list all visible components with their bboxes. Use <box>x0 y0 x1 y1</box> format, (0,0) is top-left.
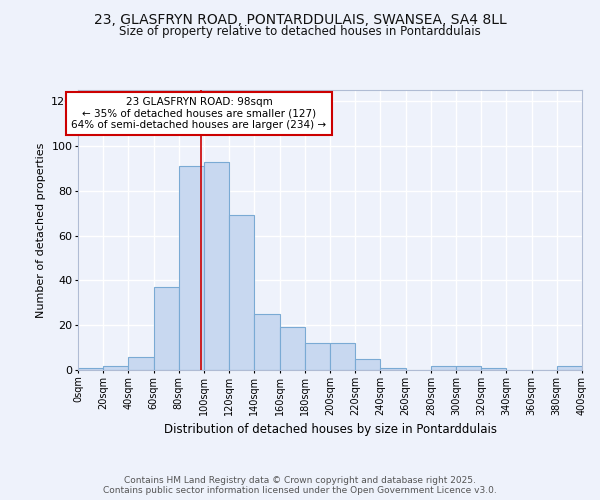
Bar <box>456 366 481 370</box>
Y-axis label: Number of detached properties: Number of detached properties <box>36 142 46 318</box>
Bar <box>481 368 506 370</box>
Bar <box>103 366 128 370</box>
Text: 23 GLASFRYN ROAD: 98sqm
← 35% of detached houses are smaller (127)
64% of semi-d: 23 GLASFRYN ROAD: 98sqm ← 35% of detache… <box>71 96 326 130</box>
Bar <box>229 216 254 370</box>
Bar <box>330 343 355 370</box>
Bar <box>355 359 380 370</box>
Bar <box>557 366 582 370</box>
Bar <box>305 343 330 370</box>
Bar <box>204 162 229 370</box>
Bar <box>280 328 305 370</box>
Bar <box>380 368 406 370</box>
Bar <box>254 314 280 370</box>
Bar <box>179 166 204 370</box>
Bar <box>154 287 179 370</box>
Bar <box>78 368 103 370</box>
Text: 23, GLASFRYN ROAD, PONTARDDULAIS, SWANSEA, SA4 8LL: 23, GLASFRYN ROAD, PONTARDDULAIS, SWANSE… <box>94 12 506 26</box>
Bar <box>128 356 154 370</box>
X-axis label: Distribution of detached houses by size in Pontarddulais: Distribution of detached houses by size … <box>163 424 497 436</box>
Text: Contains HM Land Registry data © Crown copyright and database right 2025.
Contai: Contains HM Land Registry data © Crown c… <box>103 476 497 495</box>
Text: Size of property relative to detached houses in Pontarddulais: Size of property relative to detached ho… <box>119 25 481 38</box>
Bar <box>431 366 456 370</box>
